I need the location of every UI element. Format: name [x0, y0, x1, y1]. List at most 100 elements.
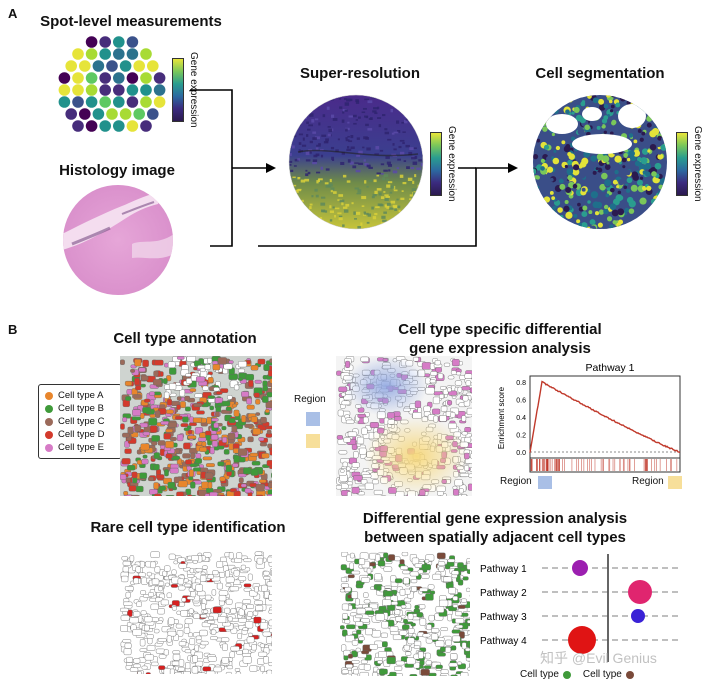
texture-pixel — [392, 170, 398, 174]
texture-pixel — [355, 211, 361, 215]
cell — [612, 179, 618, 185]
cell — [168, 617, 175, 625]
texture-pixel — [391, 132, 395, 135]
cell — [601, 172, 608, 180]
cell — [358, 636, 365, 641]
cell — [199, 432, 206, 438]
texture-pixel — [298, 95, 302, 98]
texture-pixel — [342, 111, 345, 114]
cell — [200, 574, 207, 582]
cell — [241, 391, 250, 398]
texture-pixel — [315, 153, 320, 157]
cell — [191, 555, 199, 561]
cell — [623, 152, 628, 158]
cell — [533, 99, 536, 106]
cell — [131, 416, 141, 421]
texture-pixel — [307, 128, 311, 131]
cell — [402, 624, 410, 630]
cell — [536, 209, 541, 214]
histology-title: Histology image — [59, 162, 175, 179]
texture-pixel — [356, 154, 361, 157]
cell — [618, 219, 624, 225]
cell — [572, 226, 579, 229]
legend-label: Cell type B — [58, 403, 104, 414]
cell — [205, 463, 215, 468]
cell — [438, 566, 445, 572]
texture-pixel — [299, 108, 304, 112]
cell — [266, 581, 272, 587]
cell — [129, 617, 139, 624]
cell — [260, 665, 265, 672]
cell — [533, 130, 535, 136]
cell — [176, 356, 185, 360]
texture-pixel — [365, 123, 369, 127]
cell — [546, 155, 552, 162]
texture-pixel — [301, 208, 305, 211]
texture-pixel — [412, 101, 416, 105]
cell — [247, 573, 253, 581]
cell — [336, 435, 343, 440]
cell — [581, 211, 588, 218]
cell — [626, 188, 631, 193]
texture-pixel — [403, 119, 408, 124]
texture-pixel — [306, 121, 309, 124]
cell — [567, 159, 573, 166]
cell — [212, 364, 221, 371]
cell — [394, 578, 403, 584]
texture-pixel — [300, 179, 306, 183]
cell — [182, 416, 189, 423]
cell — [389, 671, 397, 676]
cell — [394, 556, 401, 562]
texture-pixel — [340, 161, 345, 166]
cell — [403, 577, 410, 585]
cell — [461, 642, 467, 650]
pathway-dot-plot: Pathway 1 Pathway 2 Pathway 3 Pathway 4 — [480, 554, 680, 662]
cell — [603, 115, 609, 121]
cell — [430, 371, 438, 376]
texture-pixel — [376, 188, 382, 191]
cell — [466, 562, 470, 570]
cell — [164, 565, 171, 572]
cell — [554, 214, 560, 219]
spot-colorbar — [172, 58, 184, 122]
texture-pixel — [290, 217, 295, 220]
texture-pixel — [392, 143, 395, 146]
cell — [227, 395, 233, 400]
spot — [126, 48, 139, 60]
cell — [603, 103, 609, 109]
texture-pixel — [339, 199, 345, 203]
texture-pixel — [416, 115, 422, 118]
texture-pixel — [404, 211, 407, 215]
texture-pixel — [305, 223, 308, 225]
legend-dot — [45, 417, 53, 426]
rare-cell-title: Rare cell type identification — [90, 519, 286, 536]
cell — [383, 566, 393, 572]
texture-pixel — [307, 171, 311, 175]
spot — [85, 96, 98, 108]
cell — [360, 659, 368, 664]
texture-pixel — [412, 161, 418, 165]
cell — [540, 114, 545, 120]
texture-pixel — [294, 218, 299, 222]
cell — [631, 171, 639, 179]
cell — [249, 482, 257, 488]
cell — [363, 599, 371, 604]
cell — [533, 199, 538, 207]
cell — [533, 130, 539, 137]
texture-pixel — [405, 144, 410, 148]
cell — [205, 472, 214, 479]
texture-pixel — [401, 190, 404, 192]
spot — [99, 120, 111, 132]
cell — [178, 659, 185, 667]
cell — [138, 572, 146, 577]
texture-pixel — [389, 221, 394, 224]
texture-pixel — [321, 134, 327, 137]
texture-pixel — [372, 193, 377, 197]
cell — [132, 394, 142, 399]
cell — [171, 606, 177, 611]
cell — [542, 126, 548, 132]
cell — [347, 574, 355, 579]
cell — [215, 411, 220, 418]
cell — [196, 410, 205, 415]
cell — [605, 95, 612, 98]
